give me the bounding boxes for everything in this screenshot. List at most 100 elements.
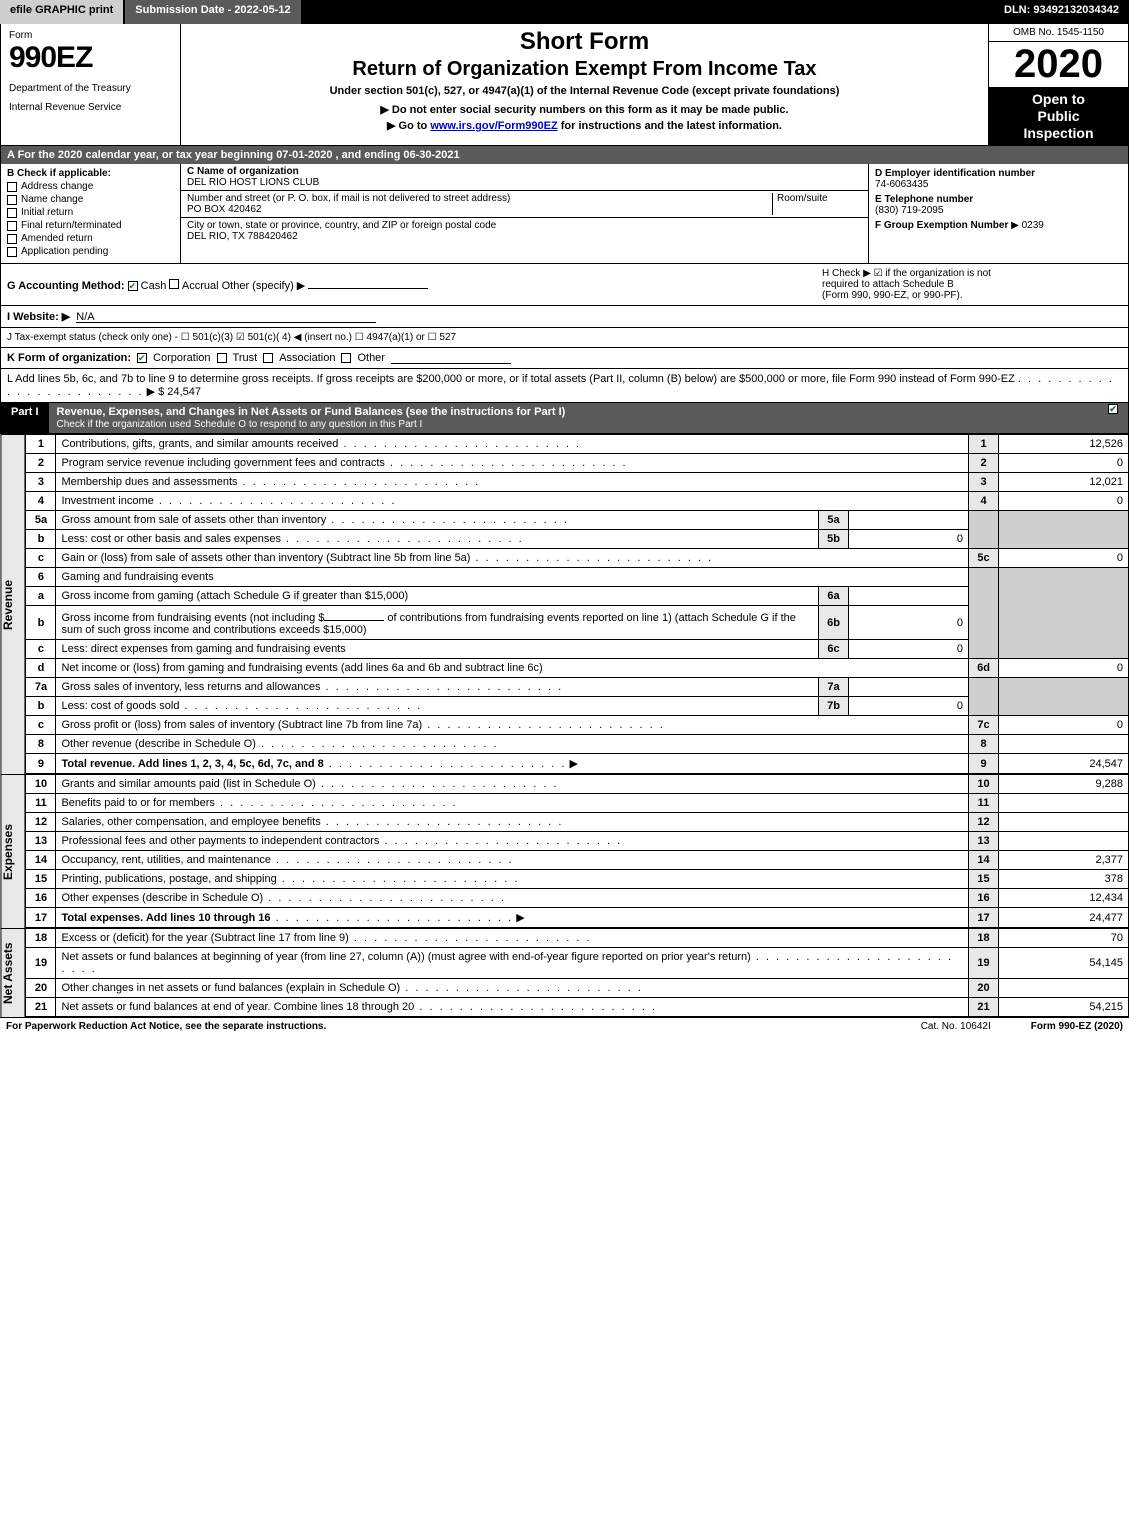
l17-desc: Total expenses. Add lines 10 through 16 <box>61 912 270 924</box>
col-def: D Employer identification number 74-6063… <box>868 164 1128 263</box>
l6d-num: d <box>26 659 56 678</box>
expenses-table: 10Grants and similar amounts paid (list … <box>25 774 1129 928</box>
l8-desc: Other revenue (describe in Schedule O) <box>61 738 255 750</box>
checkbox-other[interactable] <box>341 353 351 363</box>
dln-label: DLN: 93492132034342 <box>994 0 1129 24</box>
l11-desc: Benefits paid to or for members <box>61 797 214 809</box>
l5a-desc: Gross amount from sale of assets other t… <box>61 514 326 526</box>
checkbox-name-change[interactable] <box>7 195 17 205</box>
l6a-desc: Gross income from gaming (attach Schedul… <box>61 590 408 602</box>
h-line2: required to attach Schedule B <box>822 279 1122 290</box>
checkbox-corporation[interactable] <box>137 353 147 363</box>
checkbox-amended-return[interactable] <box>7 234 17 244</box>
cb-label-4: Amended return <box>21 233 93 244</box>
footer-mid: Cat. No. 10642I <box>921 1021 991 1032</box>
col-b-checkboxes: B Check if applicable: Address change Na… <box>1 164 181 263</box>
expenses-side-label: Expenses <box>0 774 25 928</box>
l6c-num: c <box>26 640 56 659</box>
l7b-sn: 7b <box>819 697 849 716</box>
l1-num: 1 <box>26 435 56 454</box>
l15-desc: Printing, publications, postage, and shi… <box>61 873 276 885</box>
l9-desc: Total revenue. Add lines 1, 2, 3, 4, 5c,… <box>61 758 323 770</box>
l5c-num: c <box>26 549 56 568</box>
l3-desc: Membership dues and assessments <box>61 476 237 488</box>
l14-rnum: 14 <box>969 851 999 870</box>
cb-label-2: Initial return <box>21 207 73 218</box>
phone-label: E Telephone number <box>875 194 1122 205</box>
k-other-input[interactable] <box>391 352 511 364</box>
instr-goto: ▶ Go to www.irs.gov/Form990EZ for instru… <box>189 119 980 132</box>
l20-rval <box>999 979 1129 998</box>
checkbox-address-change[interactable] <box>7 182 17 192</box>
l18-desc: Excess or (deficit) for the year (Subtra… <box>61 932 348 944</box>
org-name-value: DEL RIO HOST LIONS CLUB <box>187 177 319 188</box>
l2-rval: 0 <box>999 454 1129 473</box>
checkbox-schedule-o[interactable] <box>1108 404 1118 414</box>
l13-num: 13 <box>26 832 56 851</box>
page-footer: For Paperwork Reduction Act Notice, see … <box>0 1017 1129 1035</box>
l-arrow: ▶ <box>147 386 155 398</box>
l14-rval: 2,377 <box>999 851 1129 870</box>
efile-print-button[interactable]: efile GRAPHIC print <box>0 0 125 24</box>
j-text: J Tax-exempt status (check only one) - ☐… <box>7 332 456 343</box>
website-value: N/A <box>76 311 376 323</box>
checkbox-initial-return[interactable] <box>7 208 17 218</box>
k-label: K Form of organization: <box>7 352 131 364</box>
cb-label-1: Name change <box>21 194 83 205</box>
l6b-blank[interactable] <box>324 609 384 621</box>
checkbox-association[interactable] <box>263 353 273 363</box>
under-section: Under section 501(c), 527, or 4947(a)(1)… <box>189 85 980 97</box>
l-text: L Add lines 5b, 6c, and 7b to line 9 to … <box>7 373 1015 385</box>
group-exempt-value: 0239 <box>1022 220 1044 231</box>
l6b-num: b <box>26 606 56 640</box>
l5a-sn: 5a <box>819 511 849 530</box>
form-label: Form <box>9 30 172 41</box>
l2-num: 2 <box>26 454 56 473</box>
l7c-num: c <box>26 716 56 735</box>
l21-desc: Net assets or fund balances at end of ye… <box>61 1001 414 1013</box>
l19-rnum: 19 <box>969 948 999 979</box>
netassets-section: Net Assets 18Excess or (deficit) for the… <box>0 928 1129 1017</box>
k-other: Other <box>357 352 385 364</box>
l5b-desc: Less: cost or other basis and sales expe… <box>61 533 281 545</box>
l19-num: 19 <box>26 948 56 979</box>
l9-num: 9 <box>26 754 56 774</box>
return-title: Return of Organization Exempt From Incom… <box>189 58 980 81</box>
ein-label: D Employer identification number <box>875 168 1122 179</box>
l6-desc: Gaming and fundraising events <box>61 571 213 583</box>
form-header: Form 990EZ Department of the Treasury In… <box>0 24 1129 146</box>
l9-rval: 24,547 <box>999 754 1129 774</box>
l3-num: 3 <box>26 473 56 492</box>
footer-right: Form 990-EZ (2020) <box>1031 1021 1123 1032</box>
g-other-input[interactable] <box>308 277 428 289</box>
l6c-desc: Less: direct expenses from gaming and fu… <box>61 643 345 655</box>
ein-value: 74-6063435 <box>875 179 1122 190</box>
l18-num: 18 <box>26 929 56 948</box>
l6-num: 6 <box>26 568 56 587</box>
instr-goto-suffix: for instructions and the latest informat… <box>558 120 782 132</box>
irs-link[interactable]: www.irs.gov/Form990EZ <box>430 120 557 132</box>
footer-left: For Paperwork Reduction Act Notice, see … <box>6 1021 921 1032</box>
revenue-section: Revenue 1Contributions, gifts, grants, a… <box>0 434 1129 774</box>
l6a-sv <box>849 587 969 606</box>
l7b-sv: 0 <box>849 697 969 716</box>
l20-rnum: 20 <box>969 979 999 998</box>
part1-check-text: Check if the organization used Schedule … <box>57 419 423 430</box>
checkbox-trust[interactable] <box>217 353 227 363</box>
i-label: I Website: ▶ <box>7 310 70 323</box>
l17-num: 17 <box>26 908 56 928</box>
dept-treasury: Department of the Treasury <box>9 83 172 94</box>
part1-check <box>1098 403 1128 433</box>
l19-desc: Net assets or fund balances at beginning… <box>61 951 750 963</box>
city-label: City or town, state or province, country… <box>187 220 496 231</box>
l5b-num: b <box>26 530 56 549</box>
checkbox-accrual[interactable] <box>169 279 179 289</box>
l16-rval: 12,434 <box>999 889 1129 908</box>
checkbox-final-return[interactable] <box>7 221 17 231</box>
l7c-desc: Gross profit or (loss) from sales of inv… <box>61 719 422 731</box>
l21-rval: 54,215 <box>999 998 1129 1017</box>
l16-num: 16 <box>26 889 56 908</box>
checkbox-application-pending[interactable] <box>7 247 17 257</box>
row-g-accounting: G Accounting Method: Cash Accrual Other … <box>0 264 1129 306</box>
checkbox-cash[interactable] <box>128 281 138 291</box>
